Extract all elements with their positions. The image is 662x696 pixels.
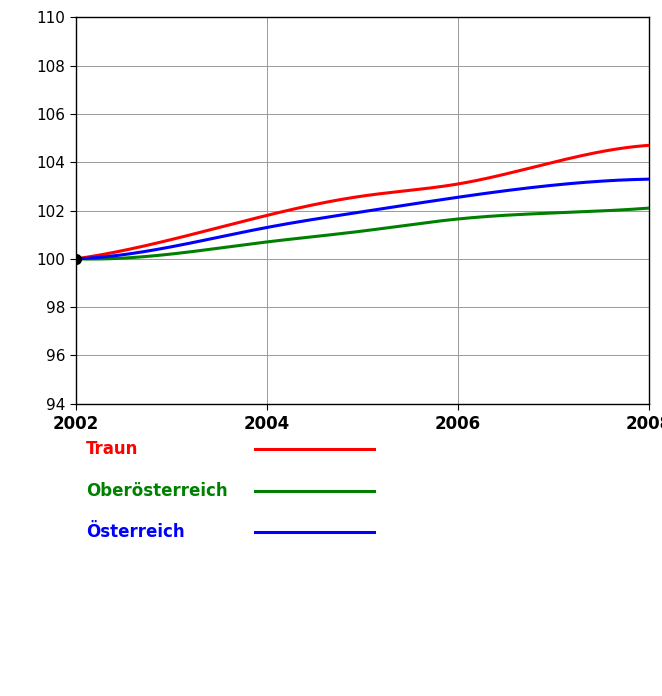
Text: Oberösterreich: Oberösterreich (86, 482, 228, 500)
Text: Traun: Traun (86, 440, 138, 458)
Text: Österreich: Österreich (86, 523, 185, 541)
